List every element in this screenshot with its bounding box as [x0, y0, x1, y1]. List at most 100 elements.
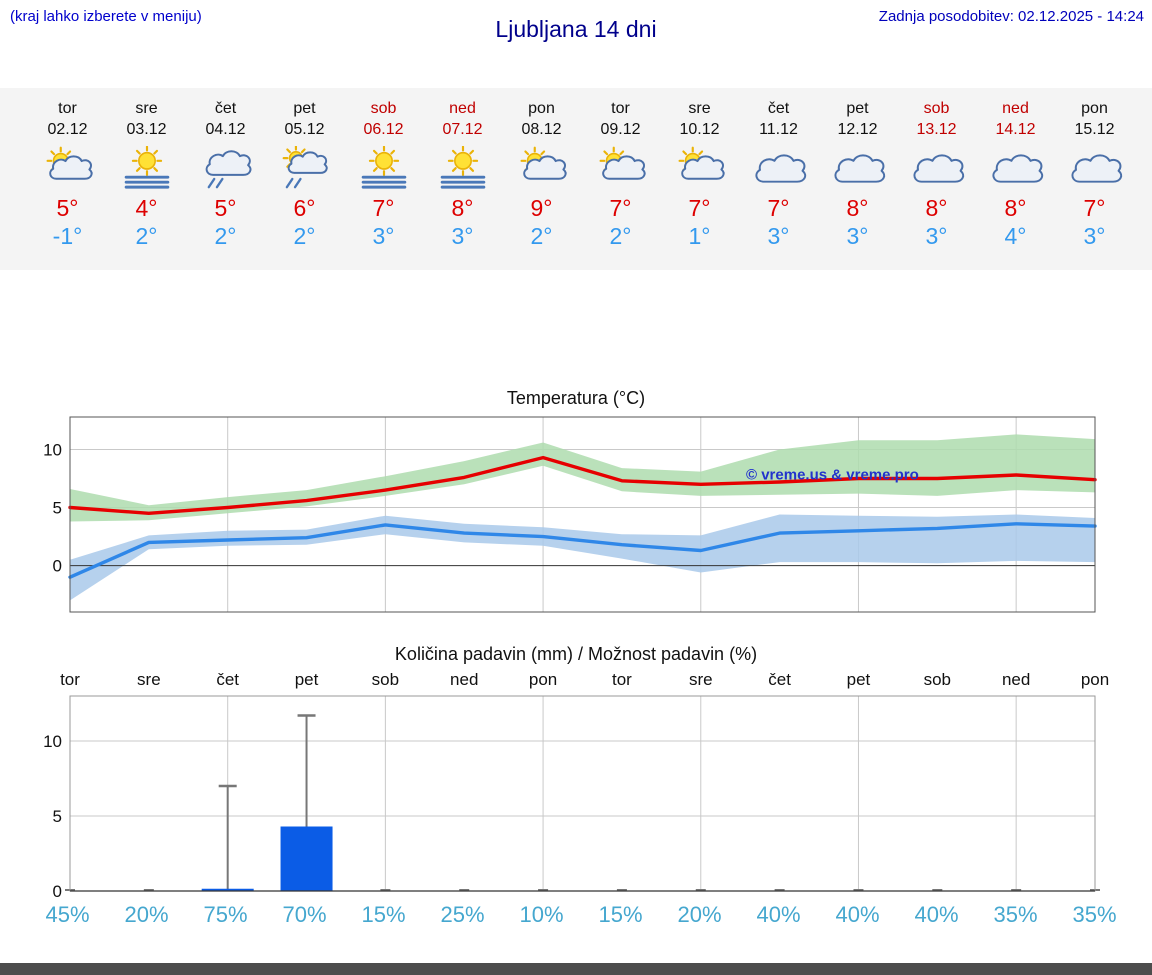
menu-hint: (kraj lahko izberete v meniju)	[10, 8, 202, 25]
day-name-label: tor	[611, 100, 630, 117]
day-name-label: čet	[767, 100, 790, 117]
high-temp-label: 5°	[56, 195, 79, 221]
day-date-label: 02.12	[47, 121, 88, 138]
low-temp-label: 4°	[1004, 223, 1027, 249]
forecast-day-07.12[interactable]: ned 07.12 8° 3°	[423, 98, 502, 270]
min-temp-line	[68, 522, 1097, 579]
day-name-label: pet	[293, 100, 316, 117]
y-tick-label: 5	[53, 499, 62, 518]
precip-probability-label: 20%	[677, 902, 722, 927]
low-temp-label: 1°	[688, 223, 711, 249]
sun-fog-icon	[440, 145, 485, 189]
day-name-label: sob	[370, 100, 397, 117]
baseline-tick	[774, 889, 785, 891]
plot-border	[69, 416, 1096, 613]
precip-probability-label: 70%	[282, 902, 327, 927]
precip-bar	[280, 826, 333, 891]
forecast-day-08.12[interactable]: pon 08.12 9° 2°	[502, 98, 581, 270]
weather-icon-wrap	[186, 146, 265, 192]
x-category-label: pet	[295, 670, 319, 689]
precip-probability-label: 40%	[756, 902, 801, 927]
low-temp-label: 3°	[846, 223, 869, 249]
partly-cloudy-fog-icon	[282, 144, 328, 189]
forecast-day-15.12[interactable]: pon 15.12 7° 3°	[1055, 98, 1134, 270]
low-temp-label: 3°	[372, 223, 395, 249]
precip-probability-label: 45%	[45, 902, 90, 927]
x-category-label: tor	[60, 670, 80, 689]
cloud-fog-icon	[205, 150, 251, 189]
day-date-label: 08.12	[521, 121, 562, 138]
forecast-day-12.12[interactable]: pet 12.12 8° 3°	[818, 98, 897, 270]
partly-cloudy-icon	[678, 146, 725, 180]
forecast-day-13.12[interactable]: sob 13.12 8° 3°	[897, 98, 976, 270]
low-temp-label: 3°	[1083, 223, 1106, 249]
forecast-day-03.12[interactable]: sre 03.12 4° 2°	[107, 98, 186, 270]
forecast-day-11.12[interactable]: čet 11.12 7° 3°	[739, 98, 818, 270]
forecast-day-06.12[interactable]: sob 06.12 7° 3°	[344, 98, 423, 270]
day-name-label: pet	[846, 100, 869, 117]
footer-bar	[0, 963, 1152, 975]
day-date-label: 10.12	[679, 121, 720, 138]
high-temp-label: 9°	[530, 195, 553, 221]
forecast-day-04.12[interactable]: čet 04.12 5° 2°	[186, 98, 265, 270]
day-date-label: 09.12	[600, 121, 641, 138]
forecast-day-10.12[interactable]: sre 10.12 7° 1°	[660, 98, 739, 270]
low-temp-label: 2°	[530, 223, 553, 249]
x-category-label: sob	[924, 670, 951, 689]
day-name-label: čet	[214, 100, 237, 117]
forecast-day-09.12[interactable]: tor 09.12 7° 2°	[581, 98, 660, 270]
cloudy-icon	[991, 154, 1043, 183]
x-category-label: sre	[137, 670, 161, 689]
high-temp-label: 4°	[135, 195, 158, 221]
last-updated: Zadnja posodobitev: 02.12.2025 - 14:24	[878, 8, 1144, 25]
x-category-label: čet	[768, 670, 791, 689]
partly-cloudy-icon	[520, 146, 567, 180]
day-name-label: ned	[1002, 100, 1029, 117]
weather-icon-wrap	[581, 146, 660, 192]
precip-probability-row: 45% 20% 75% 70% 15% 25% 10% 15% 20% 40% 40% 40% 35% 3…	[0, 902, 1152, 928]
precipitation-chart: tor sre čet pet sob ned pon tor sre čet pet sob ned p…	[43, 670, 1109, 898]
x-category-label: ned	[1002, 670, 1030, 689]
day-date-label: 04.12	[205, 121, 246, 138]
forecast-day-05.12[interactable]: pet 05.12 6° 2°	[265, 98, 344, 270]
temperature-chart-title: Temperatura (°C)	[506, 388, 646, 408]
forecast-day-14.12[interactable]: ned 14.12 8° 4°	[976, 98, 1055, 270]
low-temp-label: 3°	[767, 223, 790, 249]
y-tick-label: 10	[43, 441, 62, 460]
temperature-chart: 0 5 10 © vreme.us & vreme.pro	[43, 416, 1097, 613]
high-temp-label: 7°	[372, 195, 395, 221]
day-date-label: 03.12	[126, 121, 167, 138]
low-temp-label: -1°	[52, 223, 83, 249]
weather-icon-wrap	[818, 146, 897, 192]
baseline-tick	[932, 889, 943, 891]
partly-cloudy-icon	[599, 146, 646, 180]
low-temp-label: 2°	[609, 223, 632, 249]
precip-probability-label: 40%	[914, 902, 959, 927]
low-temp-label: 2°	[135, 223, 158, 249]
baseline-tick	[1011, 889, 1022, 891]
watermark: © vreme.us & vreme.pro	[746, 467, 919, 484]
day-date-label: 07.12	[442, 121, 483, 138]
cloudy-icon	[1070, 154, 1122, 183]
high-temp-label: 7°	[609, 195, 632, 221]
day-date-label: 12.12	[837, 121, 878, 138]
precip-probability-label: 15%	[361, 902, 406, 927]
x-category-label: sob	[372, 670, 399, 689]
weather-icon-wrap	[739, 146, 818, 192]
precip-probability-label: 25%	[440, 902, 485, 927]
weather-icon-wrap	[502, 146, 581, 192]
weather-icon-wrap	[423, 145, 502, 192]
high-temp-label: 5°	[214, 195, 237, 221]
cloudy-icon	[754, 154, 806, 183]
cloudy-icon	[912, 154, 964, 183]
day-name-label: sre	[135, 100, 158, 117]
low-temp-label: 3°	[451, 223, 474, 249]
forecast-day-02.12[interactable]: tor 02.12 5° -1°	[28, 98, 107, 270]
weather-icon-wrap	[976, 146, 1055, 192]
precip-probability-label: 75%	[203, 902, 248, 927]
high-temp-label: 7°	[767, 195, 790, 221]
x-category-label: ned	[450, 670, 478, 689]
day-name-label: sob	[923, 100, 950, 117]
day-name-label: sre	[688, 100, 711, 117]
